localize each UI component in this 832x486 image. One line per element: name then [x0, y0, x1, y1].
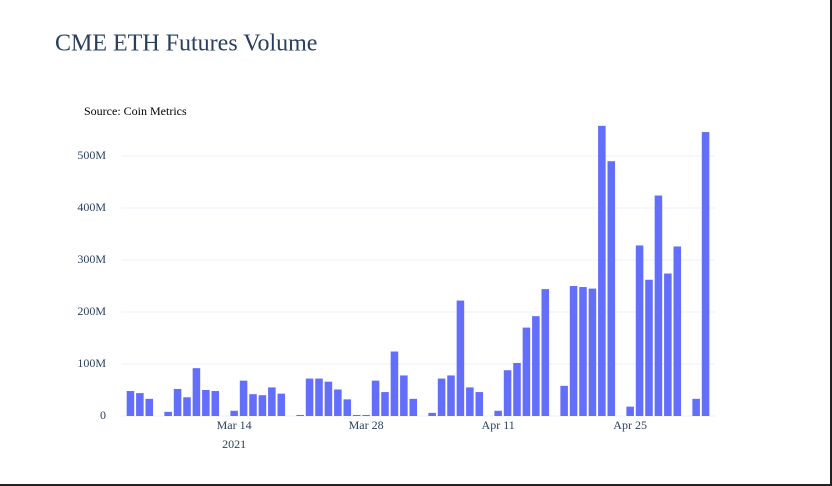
y-tick-label: 500M [77, 148, 106, 162]
bar [579, 287, 587, 416]
x-tick-label: Mar 28 [349, 418, 384, 432]
bar [664, 273, 672, 416]
bar [381, 392, 389, 416]
bar [456, 300, 465, 416]
x-year-label: 2021 [222, 437, 246, 451]
bar [409, 398, 418, 416]
bar [645, 279, 653, 416]
bar [400, 375, 408, 416]
bar [437, 378, 446, 416]
source-annotation: Source: Coin Metrics [84, 104, 187, 118]
bar [428, 412, 436, 416]
y-tick-label: 100M [77, 356, 106, 370]
bar [466, 387, 474, 416]
bar [475, 392, 484, 416]
bar [211, 391, 220, 416]
bar [277, 393, 286, 416]
y-tick-label: 300M [77, 252, 106, 266]
bar [164, 411, 172, 416]
bar [192, 368, 201, 416]
bar [560, 385, 568, 416]
y-tick-label: 200M [77, 304, 106, 318]
bar [352, 414, 361, 416]
bar [173, 388, 182, 416]
bar [334, 389, 342, 416]
y-tick-label: 400M [77, 200, 106, 214]
bar [183, 397, 191, 416]
bar [598, 125, 606, 416]
bar [268, 387, 276, 416]
bar [315, 378, 323, 416]
bar [343, 399, 352, 416]
bar [447, 375, 455, 416]
bar [503, 370, 512, 416]
bar [569, 286, 578, 416]
bar [324, 381, 333, 416]
bar [532, 316, 540, 416]
bar [588, 288, 597, 416]
bar [145, 398, 154, 416]
bar [701, 132, 710, 416]
x-tick-label: Apr 11 [482, 418, 515, 432]
x-tick-label: Apr 25 [613, 418, 647, 432]
bar [626, 406, 634, 416]
bar [239, 380, 248, 416]
bar [654, 195, 663, 416]
bar [202, 390, 210, 416]
bar [522, 327, 531, 416]
bar [541, 289, 550, 416]
x-tick-label: Mar 14 [217, 418, 252, 432]
bar [494, 410, 502, 416]
bar [673, 246, 682, 416]
bar [692, 398, 700, 416]
bar [305, 378, 314, 416]
bar [362, 414, 370, 416]
bar [126, 391, 135, 416]
bar [249, 394, 257, 416]
bar [296, 414, 304, 416]
bar [390, 351, 399, 416]
bar [258, 395, 267, 416]
bar [371, 380, 380, 416]
chart-title: CME ETH Futures Volume [55, 31, 317, 57]
bar [635, 245, 644, 416]
bar [136, 393, 144, 416]
bar [513, 362, 521, 416]
bar [607, 161, 616, 416]
y-tick-label: 0 [100, 408, 106, 422]
bar [230, 410, 238, 416]
